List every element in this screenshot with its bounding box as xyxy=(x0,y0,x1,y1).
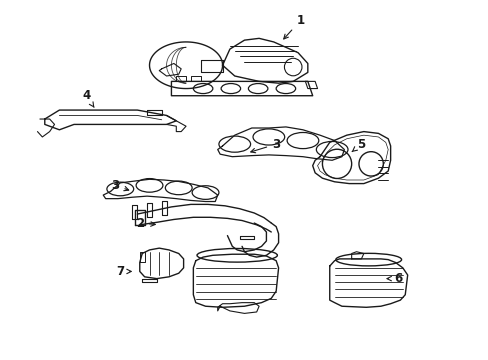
Text: 3: 3 xyxy=(111,179,128,192)
Text: 6: 6 xyxy=(386,272,401,285)
Text: 4: 4 xyxy=(82,89,94,107)
Text: 5: 5 xyxy=(351,138,365,152)
Text: 3: 3 xyxy=(250,138,280,153)
Text: 2: 2 xyxy=(136,216,155,230)
Text: 7: 7 xyxy=(116,265,131,278)
Text: 1: 1 xyxy=(283,14,304,39)
